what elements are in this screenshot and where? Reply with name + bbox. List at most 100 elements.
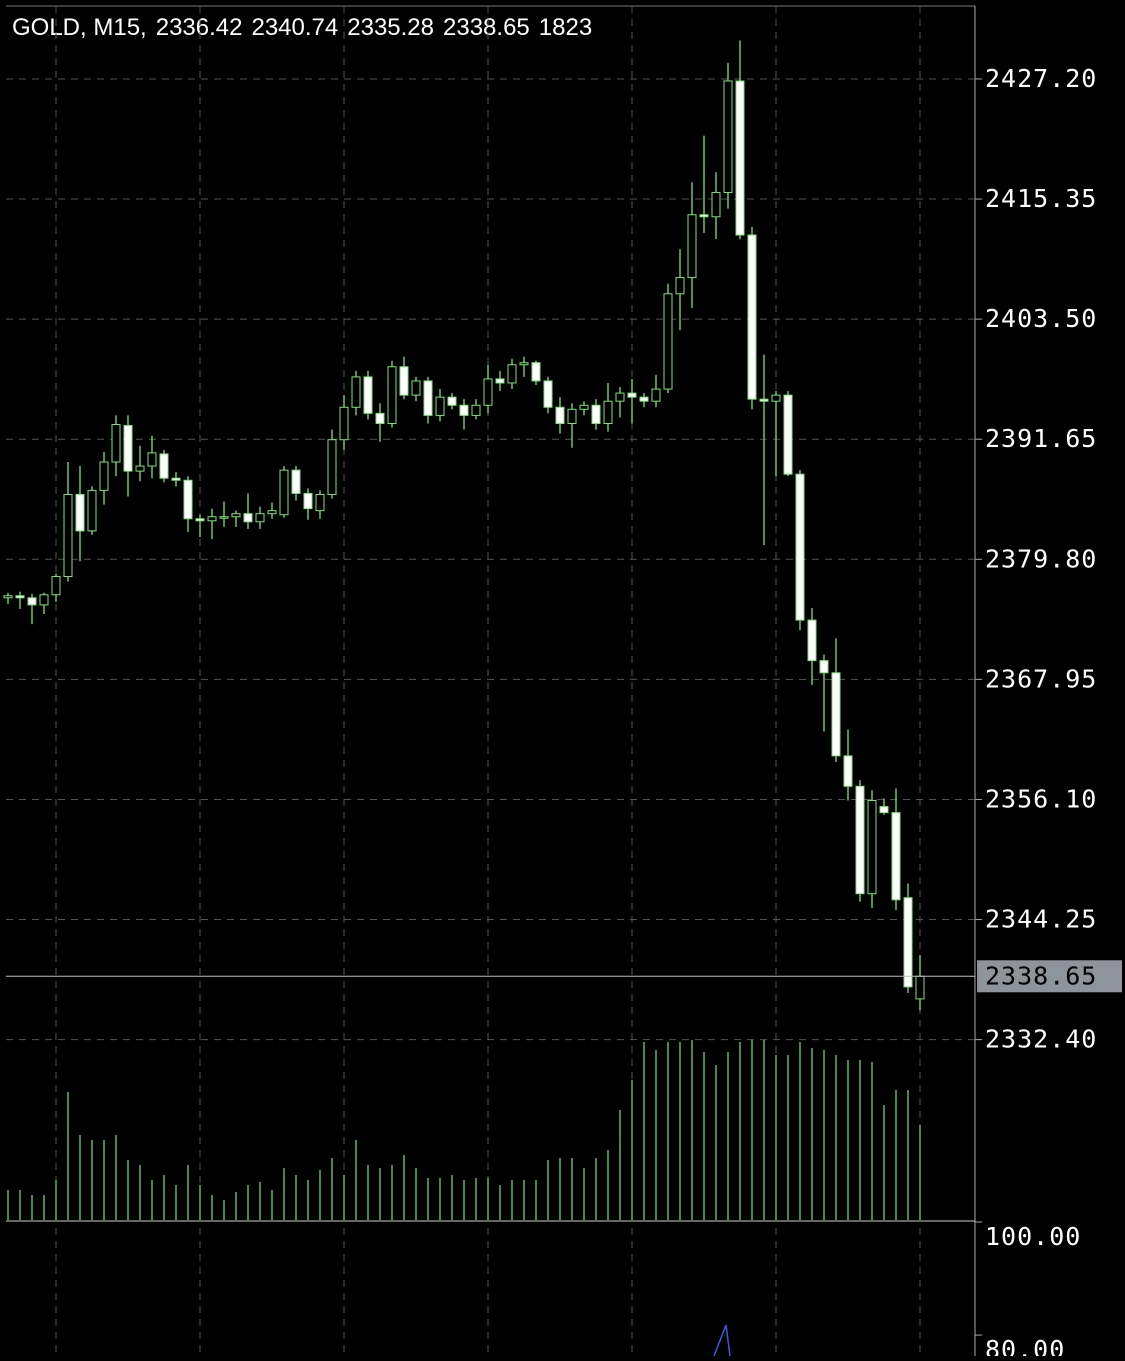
- candle-body: [819, 660, 829, 674]
- y-tick-label: 2344.25: [985, 905, 1097, 934]
- candle-body: [27, 597, 37, 606]
- indicator-line: [713, 1324, 731, 1357]
- candle-body: [603, 400, 613, 425]
- candle-body: [63, 493, 73, 578]
- candle-body: [687, 214, 697, 279]
- header-field: 1823: [539, 14, 592, 41]
- candle-body: [315, 493, 325, 512]
- candle-body: [183, 479, 193, 520]
- indicator-tick-label: 80.00: [985, 1335, 1065, 1356]
- candle-body: [279, 469, 289, 516]
- candle-body: [771, 394, 781, 402]
- y-tick-label: 2391.65: [985, 424, 1097, 453]
- header-field: GOLD, M15,: [12, 14, 147, 41]
- candle-body: [915, 975, 925, 1000]
- candle-body: [327, 439, 337, 495]
- y-tick-label: 2415.35: [985, 184, 1097, 213]
- candle-body: [267, 510, 277, 515]
- candle-body: [855, 785, 865, 895]
- candle-body: [411, 380, 421, 396]
- candle-body: [675, 277, 685, 295]
- y-tick-label: 2427.20: [985, 64, 1097, 93]
- candle-body: [123, 425, 133, 472]
- candle-body: [879, 806, 889, 814]
- candle-body: [459, 404, 469, 416]
- candle-body: [363, 376, 373, 414]
- header: GOLD, M15, 2336.42 2340.74 2335.28 2338.65 18…: [12, 14, 592, 41]
- indicator-tick-label: 100.00: [985, 1222, 1081, 1251]
- candle-body: [351, 376, 361, 408]
- header-field: 2336.42: [156, 14, 243, 41]
- candle-body: [207, 516, 217, 522]
- candle-body: [519, 362, 529, 366]
- candle-body: [15, 595, 25, 599]
- candle-body: [543, 380, 553, 408]
- candle-body: [399, 366, 409, 396]
- candle-body: [567, 408, 577, 425]
- candle-body: [171, 477, 181, 481]
- candle-body: [51, 576, 61, 596]
- y-tick-label: 2356.10: [985, 784, 1097, 813]
- candle-body: [219, 516, 229, 519]
- candle-body: [615, 392, 625, 402]
- candle-body: [135, 465, 145, 472]
- candle-body: [579, 404, 589, 410]
- candle-body: [231, 513, 241, 518]
- candle-body: [735, 80, 745, 236]
- candle-body: [555, 406, 565, 425]
- candle-body: [783, 394, 793, 475]
- candle-body: [39, 594, 49, 606]
- candle-body: [87, 489, 97, 532]
- candle-body: [663, 293, 673, 390]
- candle-body: [747, 234, 757, 400]
- candle-body: [639, 396, 649, 402]
- candle-body: [111, 424, 121, 463]
- y-tick-label: 2379.80: [985, 544, 1097, 573]
- candle-body: [147, 452, 157, 467]
- candle-body: [387, 366, 397, 425]
- candle-body: [795, 473, 805, 621]
- candle-body: [375, 412, 385, 425]
- candle-body: [711, 191, 721, 218]
- candle-body: [531, 362, 541, 382]
- candle-body: [627, 392, 637, 398]
- candle-body: [423, 380, 433, 416]
- price-label-bg: [977, 960, 1122, 993]
- header-field: 2338.65: [443, 14, 530, 41]
- candle-body: [159, 453, 169, 479]
- candle-body: [759, 398, 769, 402]
- candle-body: [807, 619, 817, 662]
- candle-body: [471, 404, 481, 416]
- candle-body: [339, 406, 349, 441]
- candle-body: [435, 396, 445, 416]
- candle-body: [723, 80, 733, 193]
- candle-body: [303, 492, 313, 510]
- candle-body: [699, 214, 709, 218]
- price-label: 2338.65: [985, 961, 1097, 990]
- y-tick-label: 2403.50: [985, 304, 1097, 333]
- header-field: 2340.74: [251, 14, 338, 41]
- header-field: 2335.28: [347, 14, 434, 41]
- candle-body: [99, 461, 109, 491]
- candle-body: [447, 396, 457, 406]
- candle-body: [651, 388, 661, 402]
- candle-body: [867, 799, 877, 895]
- candle-body: [195, 518, 205, 522]
- candle-body: [243, 513, 253, 523]
- candle-body: [495, 378, 505, 384]
- candle-body: [891, 812, 901, 901]
- candle-body: [507, 364, 517, 384]
- candle-body: [255, 513, 265, 523]
- candle-body: [903, 897, 913, 988]
- candle-body: [831, 672, 841, 757]
- y-tick-label: 2332.40: [985, 1025, 1097, 1054]
- candle-body: [483, 378, 493, 406]
- candle-body: [3, 595, 13, 599]
- candle-body: [843, 755, 853, 787]
- candle-body: [75, 493, 85, 532]
- candle-body: [291, 469, 301, 494]
- y-tick-label: 2367.95: [985, 664, 1097, 693]
